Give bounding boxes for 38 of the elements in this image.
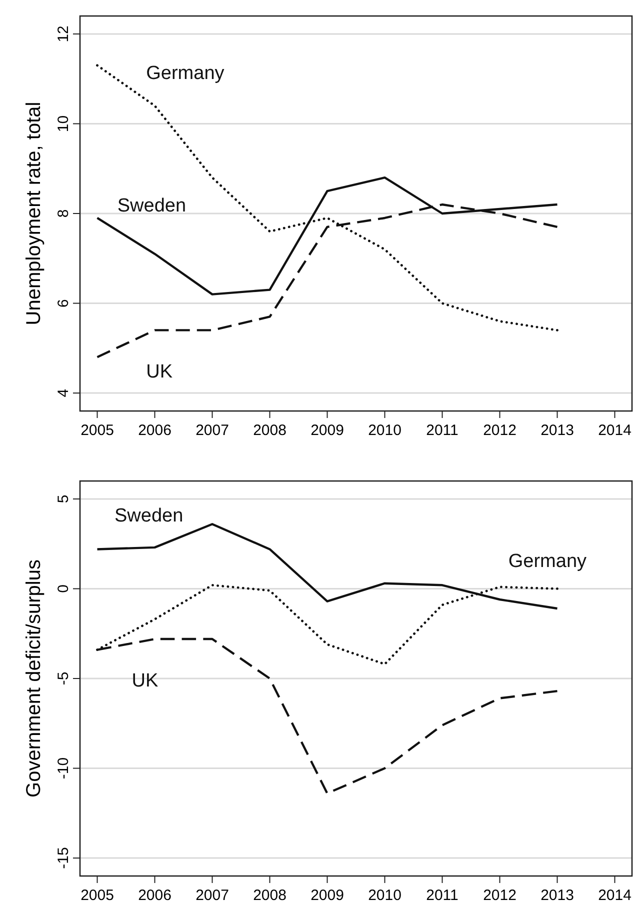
x-tick-label: 2005: [80, 887, 114, 904]
y-axis-title: Government deficit/surplus: [23, 560, 45, 798]
series-label: UK: [132, 670, 158, 692]
y-tick-label: 8: [55, 209, 72, 218]
x-tick-label: 2007: [196, 422, 229, 439]
y-tick-label: 6: [55, 299, 72, 308]
x-tick-label: 2012: [483, 887, 516, 904]
x-tick-label: 2013: [540, 422, 574, 439]
x-tick-label: 2006: [138, 422, 172, 439]
y-tick-label: -15: [55, 847, 72, 869]
y-axis-title: Unemployment rate, total: [23, 102, 45, 326]
series-label: Germany: [508, 551, 588, 572]
x-tick-label: 2008: [253, 887, 286, 904]
y-tick-label: -5: [55, 672, 72, 686]
x-tick-label: 2008: [253, 422, 286, 439]
y-tick-label: 12: [55, 26, 72, 42]
series-label: UK: [146, 361, 173, 382]
series-label: Sweden: [114, 505, 184, 526]
y-tick-label: 5: [55, 494, 72, 504]
y-tick-label: 4: [55, 388, 72, 398]
y-tick-label: 0: [55, 584, 72, 593]
x-tick-label: 2011: [426, 887, 458, 904]
x-tick-label: 2010: [368, 422, 402, 439]
x-tick-label: 2005: [80, 422, 114, 439]
x-tick-label: 2006: [138, 887, 172, 904]
x-tick-label: 2013: [540, 887, 574, 904]
x-tick-label: 2012: [483, 422, 516, 439]
y-tick-label: -10: [55, 757, 72, 780]
x-tick-label: 2009: [310, 887, 344, 904]
x-tick-label: 2007: [196, 887, 229, 904]
x-tick-label: 2014: [598, 422, 632, 439]
y-tick-label: 10: [55, 115, 72, 132]
series-label: Sweden: [117, 195, 186, 216]
x-tick-label: 2010: [368, 887, 402, 904]
series-label: Germany: [146, 62, 225, 84]
x-tick-label: 2014: [598, 887, 632, 904]
x-tick-label: 2011: [426, 422, 458, 439]
x-tick-label: 2009: [310, 422, 344, 439]
